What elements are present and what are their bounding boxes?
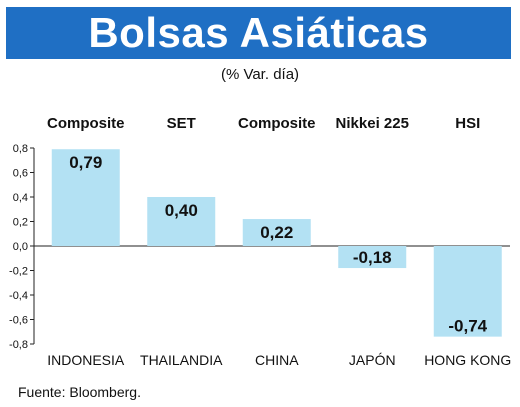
category-label: THAILANDIA xyxy=(140,352,223,368)
index-name-label: HSI xyxy=(455,115,480,132)
chart-title: Bolsas Asiáticas xyxy=(88,9,429,56)
index-name-label: Composite xyxy=(47,115,125,132)
y-tick-label: 0,6 xyxy=(13,168,28,180)
value-label: -0,18 xyxy=(353,248,392,267)
category-label: HONG KONG xyxy=(424,352,511,368)
index-name-label: SET xyxy=(167,115,196,132)
bar xyxy=(147,197,216,246)
bar xyxy=(51,149,120,246)
index-name-label: Nikkei 225 xyxy=(336,115,409,132)
y-tick-label: 0,4 xyxy=(13,192,28,204)
category-label: JAPÓN xyxy=(349,352,396,368)
category-label: INDONESIA xyxy=(47,352,125,368)
y-tick-label: 0,2 xyxy=(13,217,28,229)
category-label: CHINA xyxy=(255,352,299,368)
value-label: -0,74 xyxy=(448,317,487,336)
index-name-label: Composite xyxy=(238,115,316,132)
y-tick-label: -0,2 xyxy=(9,266,28,278)
bar xyxy=(338,246,407,269)
chart-subtitle: (% Var. día) xyxy=(220,66,300,83)
title-banner: Bolsas Asiáticas xyxy=(6,7,511,59)
y-tick-label: 0,0 xyxy=(13,241,28,253)
bar xyxy=(242,219,311,246)
source-note: Fuente: Bloomberg. xyxy=(18,384,141,400)
value-label: 0,22 xyxy=(260,223,293,242)
y-tick-label: 0,8 xyxy=(13,143,28,155)
value-label: 0,40 xyxy=(165,201,198,220)
y-tick-label: -0,4 xyxy=(9,290,28,302)
value-label: 0,79 xyxy=(69,153,102,172)
bar xyxy=(433,246,502,337)
y-tick-label: -0,8 xyxy=(9,339,28,351)
y-tick-label: -0,6 xyxy=(9,315,28,327)
